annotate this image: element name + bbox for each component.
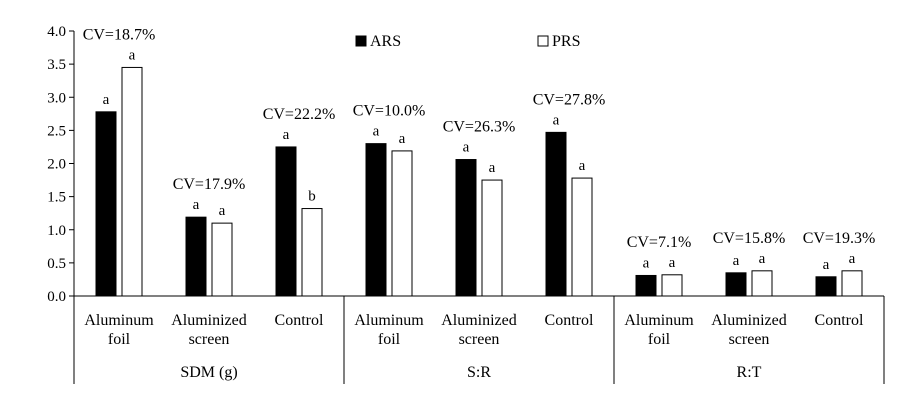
significance-letter: a <box>463 140 470 156</box>
cv-label: CV=15.8% <box>713 230 786 247</box>
category-label: Aluminum <box>624 312 694 329</box>
category-label: Aluminized <box>171 312 247 329</box>
cv-label: CV=26.3% <box>443 119 516 136</box>
category-label: foil <box>108 331 131 348</box>
bar-ars <box>455 159 477 297</box>
significance-letter: a <box>759 251 766 267</box>
cv-label: CV=19.3% <box>803 230 876 247</box>
y-tick-label: 4.0 <box>47 24 66 40</box>
category-label: screen <box>189 331 230 348</box>
bar-prs <box>661 274 683 297</box>
significance-letter: a <box>669 255 676 271</box>
significance-letter: a <box>373 124 380 140</box>
y-tick-label: 1.5 <box>47 190 66 206</box>
category-label: Control <box>545 312 594 329</box>
cv-label: CV=10.0% <box>353 103 426 120</box>
significance-letter: a <box>849 251 856 267</box>
y-tick-label: 3.5 <box>47 57 66 73</box>
y-tick-label: 0.0 <box>47 289 66 305</box>
category-label: Aluminum <box>354 312 424 329</box>
group-label: S:R <box>467 364 491 381</box>
bar-ars <box>275 146 297 297</box>
category-label: foil <box>378 331 401 348</box>
group-label: SDM (g) <box>180 364 237 381</box>
legend-swatch-ars <box>355 35 367 47</box>
cv-label: CV=27.8% <box>533 91 606 108</box>
category-label: Aluminum <box>84 312 154 329</box>
bar-ars <box>95 111 117 297</box>
y-tick-label: 2.5 <box>47 123 66 139</box>
bar-prs <box>571 177 593 297</box>
y-tick-label: 2.0 <box>47 157 66 173</box>
legend-swatch-prs <box>537 35 549 47</box>
cv-label: CV=22.2% <box>263 106 336 123</box>
significance-letter: a <box>283 127 290 143</box>
significance-letter: a <box>103 92 110 108</box>
cv-label: CV=18.7% <box>83 26 156 43</box>
significance-letter: a <box>733 253 740 269</box>
bar-ars <box>185 216 207 297</box>
category-label: Aluminized <box>441 312 517 329</box>
significance-letter: b <box>308 189 316 205</box>
significance-letter: a <box>579 158 586 174</box>
significance-letter: a <box>553 112 560 128</box>
bar-prs <box>751 270 773 297</box>
bar-prs <box>841 270 863 297</box>
category-label: foil <box>648 331 671 348</box>
category-label: screen <box>729 331 770 348</box>
category-label: Aluminized <box>711 312 787 329</box>
bar-prs <box>301 208 323 297</box>
category-label: Control <box>275 312 324 329</box>
legend-label: PRS <box>552 33 580 50</box>
significance-letter: a <box>399 131 406 147</box>
significance-letter: a <box>219 203 226 219</box>
bar-prs <box>391 150 413 297</box>
y-tick-label: 0.5 <box>47 256 66 272</box>
bar-ars <box>365 143 387 297</box>
bar-prs <box>481 179 503 297</box>
category-label: screen <box>459 331 500 348</box>
significance-letter: a <box>129 47 136 63</box>
legend-label: ARS <box>370 33 401 50</box>
significance-letter: a <box>823 257 830 273</box>
bar-ars <box>815 276 837 297</box>
bar-ars <box>725 272 747 297</box>
group-label: R:T <box>737 364 762 381</box>
y-tick-label: 1.0 <box>47 223 66 239</box>
y-tick-label: 3.0 <box>47 90 66 106</box>
significance-letter: a <box>489 160 496 176</box>
bar-ars <box>545 131 567 297</box>
bar-prs <box>121 66 143 297</box>
bar-ars <box>635 274 657 297</box>
category-label: Control <box>815 312 864 329</box>
cv-label: CV=17.9% <box>173 176 246 193</box>
cv-label: CV=7.1% <box>627 234 692 251</box>
significance-letter: a <box>643 255 650 271</box>
significance-letter: a <box>193 197 200 213</box>
bar-prs <box>211 222 233 297</box>
